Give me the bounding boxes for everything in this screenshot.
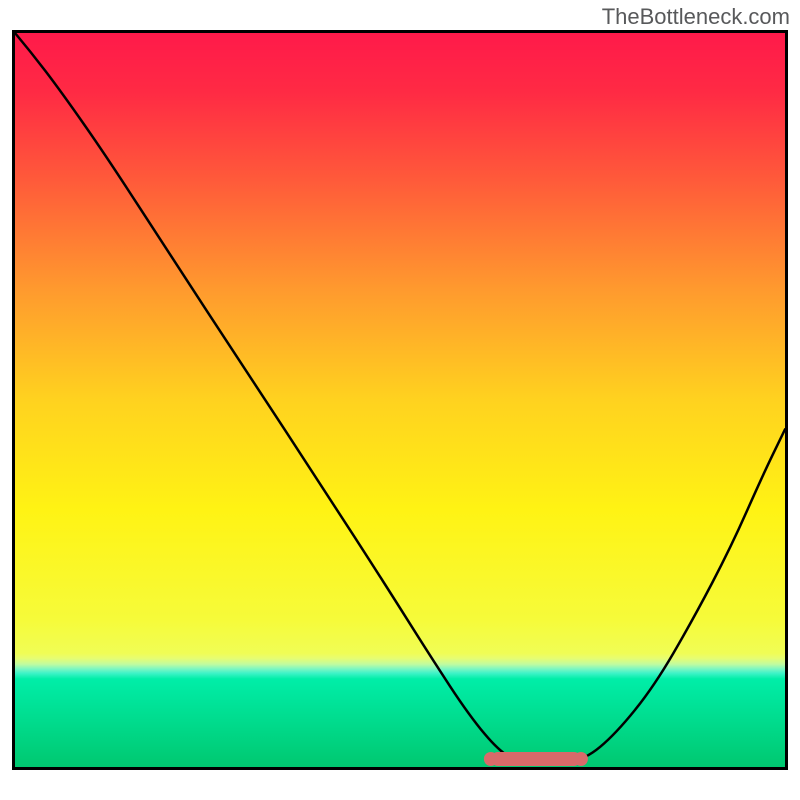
chart-container: TheBottleneck.com: [0, 0, 800, 800]
plot-svg: [0, 0, 800, 800]
trough-marker: [484, 752, 588, 766]
gradient-background: [15, 33, 785, 767]
attribution-text: TheBottleneck.com: [602, 4, 790, 30]
